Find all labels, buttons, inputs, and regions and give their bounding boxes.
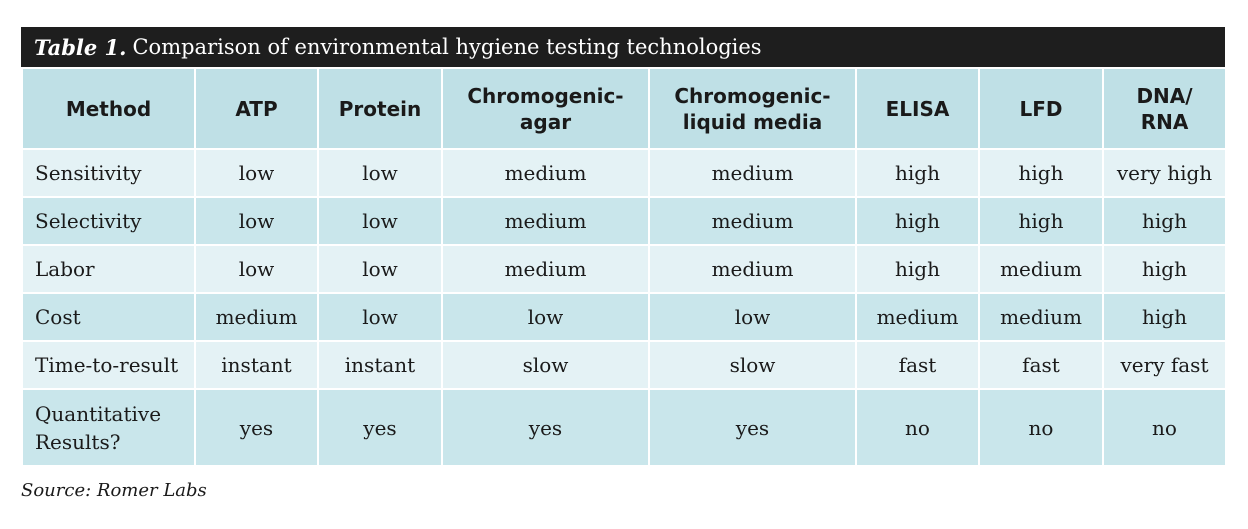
table-cell: high xyxy=(855,196,980,246)
table-cell: low xyxy=(194,148,319,198)
caption-label: Table 1. xyxy=(34,34,127,60)
table-cell: medium xyxy=(441,196,650,246)
table-cell: high xyxy=(855,244,980,294)
table-cell: medium xyxy=(978,292,1104,342)
table-row: Selectivity low low medium medium high h… xyxy=(21,196,1227,246)
table-cell: no xyxy=(1102,388,1227,467)
table-row: Quantitative Results? yes yes yes yes no … xyxy=(21,388,1227,467)
row-label: Labor xyxy=(21,244,196,294)
table-cell: low xyxy=(317,196,443,246)
table-row: Time-to-result instant instant slow slow… xyxy=(21,340,1227,390)
row-label: Quantitative Results? xyxy=(21,388,196,467)
table-cell: fast xyxy=(855,340,980,390)
table-cell: medium xyxy=(194,292,319,342)
table-cell: yes xyxy=(317,388,443,467)
table-cell: instant xyxy=(317,340,443,390)
row-label: Cost xyxy=(21,292,196,342)
row-label: Selectivity xyxy=(21,196,196,246)
table-cell: high xyxy=(978,196,1104,246)
table-cell: slow xyxy=(648,340,857,390)
table-row: Sensitivity low low medium medium high h… xyxy=(21,148,1227,198)
table-cell: low xyxy=(194,196,319,246)
table-cell: low xyxy=(648,292,857,342)
table-cell: yes xyxy=(441,388,650,467)
table-cell: low xyxy=(317,148,443,198)
header-method: Method xyxy=(21,67,196,150)
header-chromogenic-liquid-media: Chromogenic-liquid media xyxy=(648,67,857,150)
table-cell: instant xyxy=(194,340,319,390)
table-cell: medium xyxy=(648,196,857,246)
table-cell: no xyxy=(978,388,1104,467)
table-cell: high xyxy=(855,148,980,198)
comparison-table-container: Table 1. Comparison of environmental hyg… xyxy=(21,27,1227,467)
table-cell: fast xyxy=(978,340,1104,390)
table-cell: medium xyxy=(441,148,650,198)
table-cell: medium xyxy=(648,148,857,198)
table-cell: yes xyxy=(648,388,857,467)
table-cell: low xyxy=(317,292,443,342)
table-cell: low xyxy=(194,244,319,294)
caption-text: Comparison of environmental hygiene test… xyxy=(132,35,762,59)
table-cell: medium xyxy=(441,244,650,294)
table-cell: high xyxy=(1102,196,1227,246)
header-chromogenic-agar: Chromogenic-agar xyxy=(441,67,650,150)
row-label: Sensitivity xyxy=(21,148,196,198)
table-caption: Table 1. Comparison of environmental hyg… xyxy=(21,27,1225,67)
header-atp: ATP xyxy=(194,67,319,150)
table-row: Cost medium low low low medium medium hi… xyxy=(21,292,1227,342)
table-cell: yes xyxy=(194,388,319,467)
table-cell: high xyxy=(978,148,1104,198)
table-cell: very fast xyxy=(1102,340,1227,390)
table-cell: medium xyxy=(855,292,980,342)
table-cell: very high xyxy=(1102,148,1227,198)
source-note: Source: Romer Labs xyxy=(21,480,207,501)
table-row: Labor low low medium medium high medium … xyxy=(21,244,1227,294)
table-cell: medium xyxy=(978,244,1104,294)
table-cell: slow xyxy=(441,340,650,390)
row-label: Time-to-result xyxy=(21,340,196,390)
table-cell: high xyxy=(1102,244,1227,294)
header-protein: Protein xyxy=(317,67,443,150)
header-elisa: ELISA xyxy=(855,67,980,150)
header-lfd: LFD xyxy=(978,67,1104,150)
table-cell: medium xyxy=(648,244,857,294)
table-cell: high xyxy=(1102,292,1227,342)
header-row: Method ATP Protein Chromogenic-agar Chro… xyxy=(21,67,1227,150)
table-cell: low xyxy=(317,244,443,294)
table-cell: no xyxy=(855,388,980,467)
comparison-table: Method ATP Protein Chromogenic-agar Chro… xyxy=(21,67,1227,467)
table-cell: low xyxy=(441,292,650,342)
header-dna-rna: DNA/RNA xyxy=(1102,67,1227,150)
